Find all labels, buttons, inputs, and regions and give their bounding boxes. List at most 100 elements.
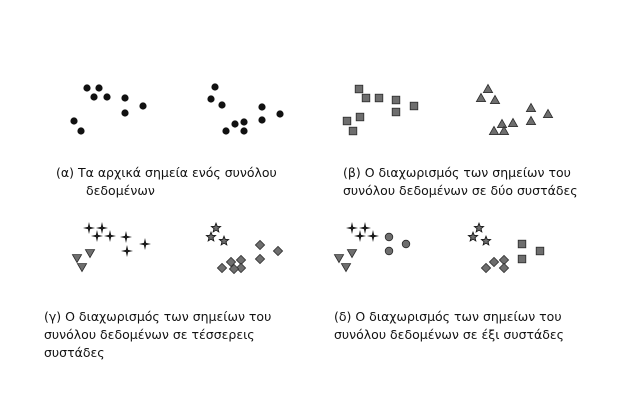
star4-point [120,231,132,243]
star4-point [91,230,103,242]
square-point [355,112,365,122]
diamond-point [225,256,237,268]
caption-b-line-2: συνόλου δεδομένων σε δύο συστάδες [343,183,578,198]
square-point [348,126,358,136]
star5-point [480,234,492,246]
dot-point [240,127,248,135]
triangle-point [488,125,500,136]
triangle-point [496,118,508,128]
diamond-point [228,263,240,275]
triangle-point [482,83,494,93]
star4-point [354,230,366,242]
star4-point [104,230,116,242]
panel-six-clusters [333,221,545,274]
caption-c-line-2: συνόλου δεδομένων σε τέσσερεις [44,327,255,342]
triangle_down-point [84,249,96,259]
triangle-point [507,117,519,127]
dot-point [90,93,98,101]
cluster-d-6-diamond [480,254,510,274]
star4-point [359,222,371,234]
square-point [342,116,352,126]
dot-point [70,117,78,125]
diamond-point [480,262,492,274]
triangle_down-point [76,263,88,273]
star5-point [467,230,479,242]
triangle-point [498,125,510,136]
cluster-b-2-triangle [475,83,554,136]
dot-point [211,83,219,91]
triangle_down-point [333,254,345,264]
circle_grey-point [384,246,394,256]
dot-point [276,110,284,118]
star4-point [139,238,151,250]
diamond-point [235,262,247,274]
dot-point [139,102,147,110]
cluster-a-1-dot [70,84,147,135]
cluster-c-1-star4 [83,222,151,257]
caption-c-line-3: συστάδες [44,345,105,360]
triangle-point [525,102,537,112]
diamond-point [254,239,266,251]
triangle_down-point [71,254,83,264]
circle_grey-point [401,239,411,249]
square-point [517,239,527,249]
triangle_down-point [346,249,358,259]
star4-point [83,222,95,234]
diamond-point [216,262,228,274]
caption-panel-a: (α) Τα αρχικά σημεία ενός συνόλου δεδομέ… [56,164,277,200]
triangle_down-point [340,263,352,273]
caption-panel-d: (δ) Ο διαχωρισμός των σημείων του συνόλο… [334,308,564,344]
cluster-c-3-star5 [205,221,230,246]
dot-point [231,120,239,128]
triangle-point [542,108,554,118]
dot-point [83,84,91,92]
star4-point [367,230,379,242]
diamond-point [488,256,500,268]
panel-original-points [70,83,284,135]
cluster-c-4-diamond [216,239,284,275]
dot-point [218,101,226,109]
square-point [535,246,545,256]
diamond-point [254,253,266,265]
square-point [391,107,401,117]
caption-panel-b: (β) Ο διαχωρισμός των σημείων του συνόλο… [343,164,578,200]
cluster-d-1-star4 [346,222,379,242]
dot-point [103,93,111,101]
caption-b-line-1: (β) Ο διαχωρισμός των σημείων του [343,165,571,180]
dot-point [240,118,248,126]
diamond-point [498,262,510,274]
star5-point [210,221,222,233]
panel-two-clusters [342,83,554,136]
star5-point [473,221,485,233]
square-point [354,84,364,94]
triangle-point [489,94,501,104]
star4-point [346,222,358,234]
star5-point [218,234,230,246]
triangle-point [475,92,487,102]
diamond-point [272,245,284,257]
dot-point [258,116,266,124]
square-point [517,254,527,264]
dot-point [207,95,215,103]
star5-point [205,230,217,242]
square-point [374,93,384,103]
square-point [409,101,419,111]
cluster-d-3-triangle_down [333,249,358,273]
cluster-c-2-triangle_down [71,249,96,273]
cluster-d-4-star5 [467,221,492,246]
dot-point [77,127,85,135]
cluster-d-2-circle_grey [384,232,411,256]
caption-c-line-1: (γ) Ο διαχωρισμός των σημείων του [44,309,272,324]
dot-point [222,127,230,135]
cluster-b-1-square [342,84,419,136]
dot-point [121,94,129,102]
cluster-a-2-dot [207,83,284,135]
star4-point [96,222,108,234]
caption-d-line-1: (δ) Ο διαχωρισμός των σημείων του [334,309,562,324]
caption-a-line-2: δεδομένων [86,183,155,198]
caption-panel-c: (γ) Ο διαχωρισμός των σημείων του συνόλο… [44,308,271,362]
circle_grey-point [384,232,394,242]
dot-point [258,103,266,111]
caption-a-line-1: (α) Τα αρχικά σημεία ενός συνόλου [56,165,277,180]
